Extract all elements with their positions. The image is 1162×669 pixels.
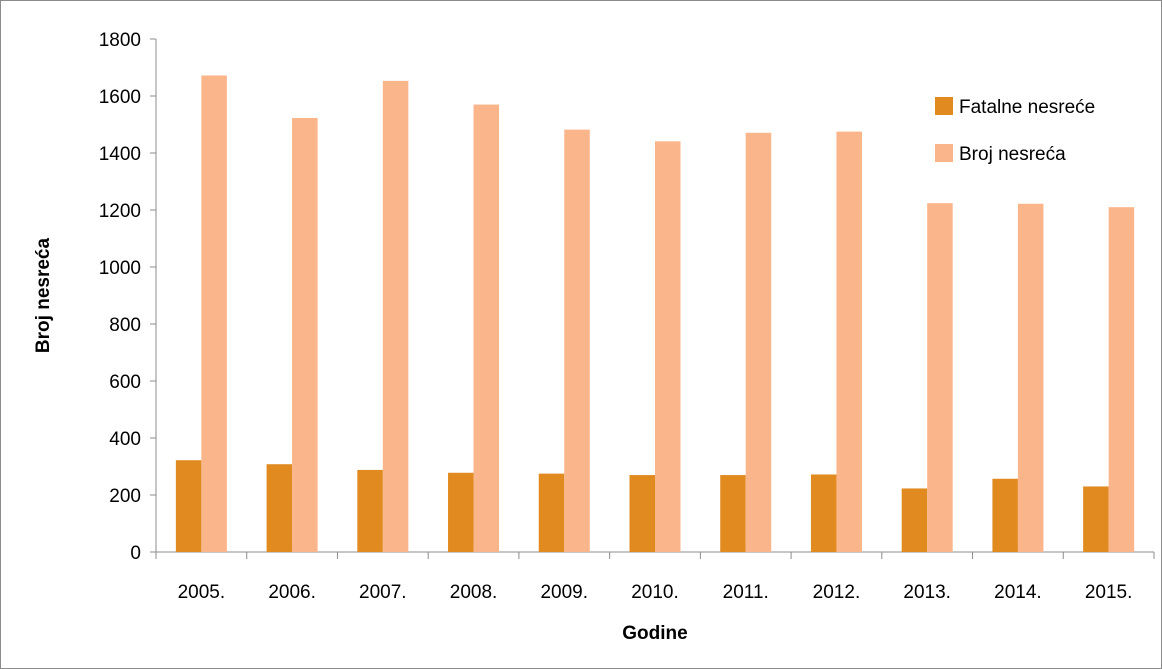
y-axis: 0 200 400 600 800 1000 1200 1400 1600 1800 <box>99 30 157 564</box>
bar-series-1-2010 <box>655 141 681 552</box>
legend: Fatalne nesreće Broj nesreća <box>935 97 1095 165</box>
bars <box>175 75 1135 553</box>
bar-series-1-2015 <box>1108 207 1135 552</box>
bar-series-0-2013 <box>901 488 928 552</box>
x-tick-label: 2008. <box>450 582 498 603</box>
y-tick-label: 0 <box>130 543 141 564</box>
bar-series-0-2015 <box>1083 486 1109 552</box>
bar-series-1-2012 <box>836 131 862 552</box>
x-tick-label: 2013. <box>903 582 951 603</box>
x-tick-label: 2009. <box>540 582 588 603</box>
bar-series-0-2011 <box>720 475 746 552</box>
y-tick-label: 1800 <box>99 30 141 51</box>
y-tick-label: 1200 <box>99 201 141 222</box>
x-axis-title: Godine <box>622 623 687 644</box>
legend-swatch-1 <box>935 144 953 162</box>
bar-series-1-2013 <box>927 203 953 552</box>
bar-series-0-2008 <box>448 472 474 552</box>
x-tick-label: 2006. <box>268 582 316 603</box>
bar-series-1-2011 <box>745 132 772 552</box>
x-tick-label: 2015. <box>1085 582 1133 603</box>
x-tick-label: 2014. <box>994 582 1042 603</box>
x-tick-label: 2005. <box>178 582 226 603</box>
y-tick-label: 1400 <box>99 144 141 165</box>
x-tick-label: 2011. <box>723 582 769 603</box>
y-tick-label: 800 <box>109 315 141 336</box>
y-tick-label: 200 <box>109 486 141 507</box>
bar-series-0-2012 <box>810 474 837 552</box>
y-axis-title: Broj nesreća <box>33 238 54 354</box>
legend-swatch-0 <box>935 97 953 115</box>
bar-series-1-2005 <box>201 75 227 552</box>
bar-series-0-2006 <box>266 464 293 552</box>
y-tick-label: 1600 <box>99 87 141 108</box>
bar-series-1-2008 <box>473 104 500 553</box>
bar-series-0-2007 <box>357 469 383 552</box>
bar-series-0-2009 <box>538 473 565 552</box>
x-tick-label: 2012. <box>813 582 861 603</box>
x-tick-label: 2010. <box>631 582 679 603</box>
y-tick-label: 600 <box>109 372 141 393</box>
bar-series-1-2014 <box>1017 203 1044 553</box>
bar-series-0-2014 <box>992 478 1018 552</box>
bar-series-1-2007 <box>382 80 409 553</box>
legend-label-0: Fatalne nesreće <box>959 97 1095 118</box>
y-tick-label: 400 <box>109 429 141 450</box>
y-tick-label: 1000 <box>99 258 141 279</box>
bar-series-1-2006 <box>292 117 318 552</box>
x-tick-label: 2007. <box>359 582 407 603</box>
bar-series-0-2010 <box>629 475 655 552</box>
bar-series-1-2009 <box>564 129 590 552</box>
x-axis: 2005. 2006. 2007. 2008. 2009. 2010. 2011. 2012.… <box>155 551 1155 603</box>
legend-label-1: Broj nesreća <box>959 144 1066 165</box>
bar-series-0-2005 <box>175 460 202 552</box>
